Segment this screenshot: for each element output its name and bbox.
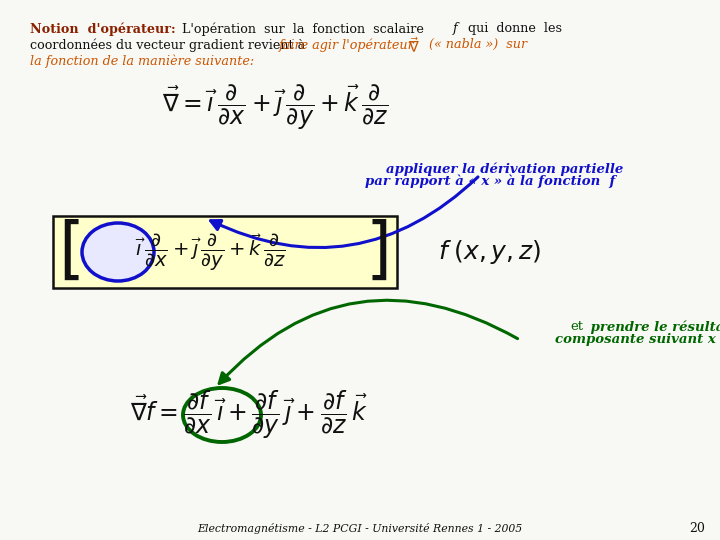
Text: $\vec{\imath}\,\dfrac{\partial}{\partial x}+\vec{\jmath}\,\dfrac{\partial}{\part: $\vec{\imath}\,\dfrac{\partial}{\partial… [135,232,285,273]
Text: [: [ [58,219,84,285]
Text: composante suivant x: composante suivant x [555,333,716,346]
Text: f: f [453,22,458,35]
Text: $\vec{\nabla}$: $\vec{\nabla}$ [408,37,420,56]
Text: faire agir l'opérateur: faire agir l'opérateur [279,38,415,51]
FancyBboxPatch shape [53,216,397,288]
Ellipse shape [82,223,154,281]
Text: prendre le résultat comme: prendre le résultat comme [586,320,720,334]
Text: $\vec{\nabla} = \vec{\imath}\,\dfrac{\partial}{\partial x}+ \vec{\jmath}\,\dfrac: $\vec{\nabla} = \vec{\imath}\,\dfrac{\pa… [162,82,388,132]
Text: $f\;(x,y,z)$: $f\;(x,y,z)$ [438,238,541,266]
Text: Electromagnétisme - L2 PCGI - Université Rennes 1 - 2005: Electromagnétisme - L2 PCGI - Université… [197,523,523,534]
Text: coordonnées du vecteur gradient revient à: coordonnées du vecteur gradient revient … [30,38,310,51]
Text: la fonction de la manière suivante:: la fonction de la manière suivante: [30,54,254,68]
Text: ]: ] [365,219,391,285]
Text: par rapport à « x » à la fonction  f: par rapport à « x » à la fonction f [365,175,615,188]
Text: qui  donne  les: qui donne les [460,22,562,35]
Text: (« nabla »)  sur: (« nabla ») sur [425,38,527,51]
Text: L'opération  sur  la  fonction  scalaire: L'opération sur la fonction scalaire [182,22,432,36]
Text: $\vec{\nabla}f = \dfrac{\partial f}{\partial x}\,\vec{\imath}+ \dfrac{\partial f: $\vec{\nabla}f = \dfrac{\partial f}{\par… [130,389,368,441]
Text: 20: 20 [689,522,705,535]
Text: Notion  d'opérateur:: Notion d'opérateur: [30,22,176,36]
Text: appliquer la dérivation partielle: appliquer la dérivation partielle [387,162,624,176]
Text: et: et [570,320,583,333]
